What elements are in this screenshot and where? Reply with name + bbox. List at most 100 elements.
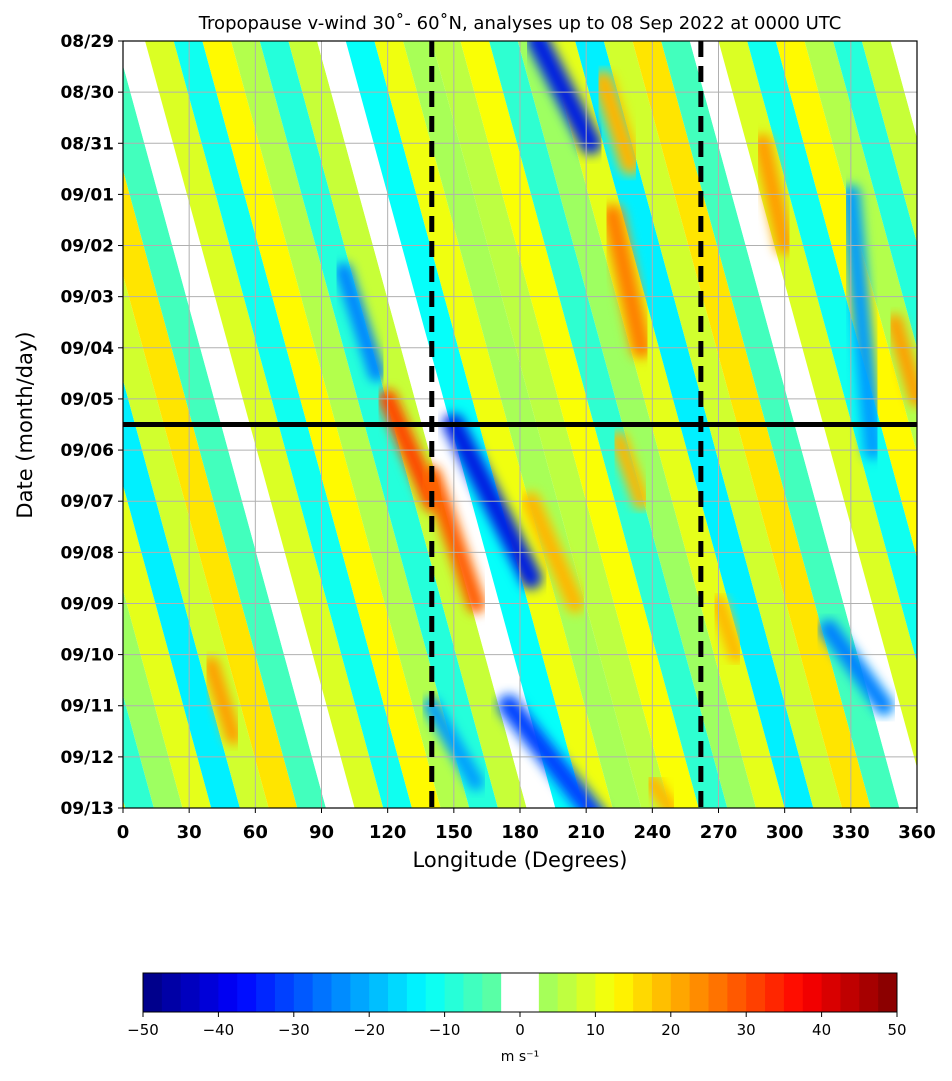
wind-stripe: [948, 41, 952, 808]
y-tick-label: 09/01: [60, 185, 114, 205]
x-tick-label: 360: [898, 822, 936, 843]
wind-feature-halo: [884, 311, 917, 410]
colorbar-tick-label: −50: [127, 1021, 159, 1039]
wind-feature-halo: [200, 654, 245, 748]
colorbar-segment: [350, 973, 370, 1012]
x-tick-label: 30: [177, 822, 202, 843]
y-tick-label: 09/06: [60, 441, 114, 461]
colorbar-tick-label: −30: [278, 1021, 310, 1039]
x-tick-label: 150: [435, 822, 473, 843]
x-tick-label: 0: [117, 822, 130, 843]
wind-stripe: [919, 41, 952, 808]
x-tick-label: 330: [832, 822, 870, 843]
y-tick-label: 09/05: [60, 390, 114, 410]
y-axis-label: Date (month/day): [13, 331, 37, 518]
x-tick-label: 180: [501, 822, 539, 843]
y-tick-label: 09/12: [60, 748, 114, 768]
colorbar-segment: [463, 973, 483, 1012]
x-tick-label: 240: [634, 822, 672, 843]
colorbar-segment: [576, 973, 596, 1012]
colorbar-segment: [651, 973, 672, 1012]
chart-title: Tropopause v-wind 30˚- 60˚N, analyses up…: [198, 13, 842, 34]
colorbar-segment: [369, 973, 389, 1012]
colorbar-segment: [444, 973, 464, 1012]
y-tick-label: 09/10: [60, 646, 114, 666]
wind-feature-halo: [598, 200, 656, 363]
colorbar-segment: [557, 973, 578, 1012]
colorbar-segment: [840, 973, 860, 1012]
colorbar-segment: [878, 973, 898, 1012]
wind-stripe: [861, 41, 917, 243]
colorbar-segment: [689, 973, 709, 1012]
colorbar-segment: [746, 973, 766, 1012]
colorbar-segment: [218, 973, 238, 1012]
colorbar-segment: [821, 973, 841, 1012]
y-tick-label: 09/09: [60, 594, 114, 614]
colorbar-segment: [633, 973, 653, 1012]
wind-feature-halo: [494, 691, 608, 808]
colorbar-tick-label: 0: [515, 1021, 525, 1039]
colorbar: [142, 972, 898, 1013]
colorbar-segment: [256, 973, 276, 1012]
x-axis-ticks: 0 30 60 90 120 150 180 210 240 270 300 330 360: [117, 808, 936, 843]
colorbar-segment: [670, 973, 691, 1012]
colorbar-segment: [595, 973, 615, 1012]
colorbar-segment: [199, 973, 219, 1012]
x-tick-label: 120: [369, 822, 407, 843]
y-tick-label: 09/11: [60, 697, 114, 717]
colorbar-tick-label: 50: [887, 1021, 906, 1039]
colorbar-segment: [614, 973, 634, 1012]
plot-area: [123, 41, 952, 808]
wind-feature-halo: [589, 67, 645, 179]
colorbar-segment: [388, 973, 408, 1012]
wind-feature-halo: [816, 616, 897, 719]
colorbar-ticks: −50 −40 −30 −20 −10 0 10 20 30 40 50: [127, 1012, 907, 1039]
colorbar-segment: [180, 973, 201, 1012]
colorbar-segment: [538, 973, 559, 1012]
wind-stripe: [890, 41, 917, 138]
colorbar-tick-label: −40: [203, 1021, 235, 1039]
colorbar-segment: [425, 973, 446, 1012]
x-tick-label: 270: [700, 822, 738, 843]
colorbar-segment: [331, 973, 351, 1012]
y-tick-label: 08/29: [60, 32, 114, 52]
x-tick-label: 300: [766, 822, 804, 843]
y-tick-label: 09/03: [60, 288, 114, 308]
reference-lines: [429, 41, 704, 808]
colorbar-segment: [783, 973, 804, 1012]
y-tick-label: 08/31: [60, 134, 114, 154]
x-tick-label: 90: [309, 822, 334, 843]
colorbar-segment: [312, 973, 332, 1012]
colorbar-segment: [293, 973, 314, 1012]
colorbar-segment: [708, 973, 728, 1012]
y-tick-label: 09/02: [60, 237, 114, 257]
colorbar-segment: [520, 973, 540, 1012]
colorbar-tick-label: −10: [429, 1021, 461, 1039]
colorbar-segment: [406, 973, 427, 1012]
wind-stripe: [804, 41, 917, 453]
wind-stripe: [123, 170, 298, 808]
colorbar-segment: [802, 973, 823, 1012]
wind-feature-halo: [641, 771, 681, 808]
colorbar-tick-label: 30: [737, 1021, 756, 1039]
wind-feature-halo: [332, 260, 388, 385]
wind-stripe: [747, 41, 917, 663]
colorbar-segment: [859, 973, 879, 1012]
colorbar-segment: [765, 973, 785, 1012]
y-tick-label: 09/07: [60, 492, 114, 512]
colorbar-segment: [274, 973, 295, 1012]
wind-feature-halo: [838, 181, 886, 463]
wind-feature-halo: [707, 592, 747, 666]
y-axis-ticks: 08/29 08/30 08/31 09/01 09/02 09/03 09/04 09/05…: [60, 32, 123, 819]
colorbar-tick-label: 20: [661, 1021, 680, 1039]
colorbar-unit-label: m s⁻¹: [501, 1049, 539, 1065]
x-axis-label: Longitude (Degrees): [413, 848, 628, 872]
y-tick-label: 09/13: [60, 799, 114, 819]
colorbar-tick-label: 40: [812, 1021, 831, 1039]
colorbar-segment: [501, 973, 521, 1012]
colorbar-tick-label: −20: [353, 1021, 385, 1039]
colorbar-segment: [727, 973, 747, 1012]
x-tick-label: 60: [243, 822, 268, 843]
colorbar-segment: [237, 973, 257, 1012]
